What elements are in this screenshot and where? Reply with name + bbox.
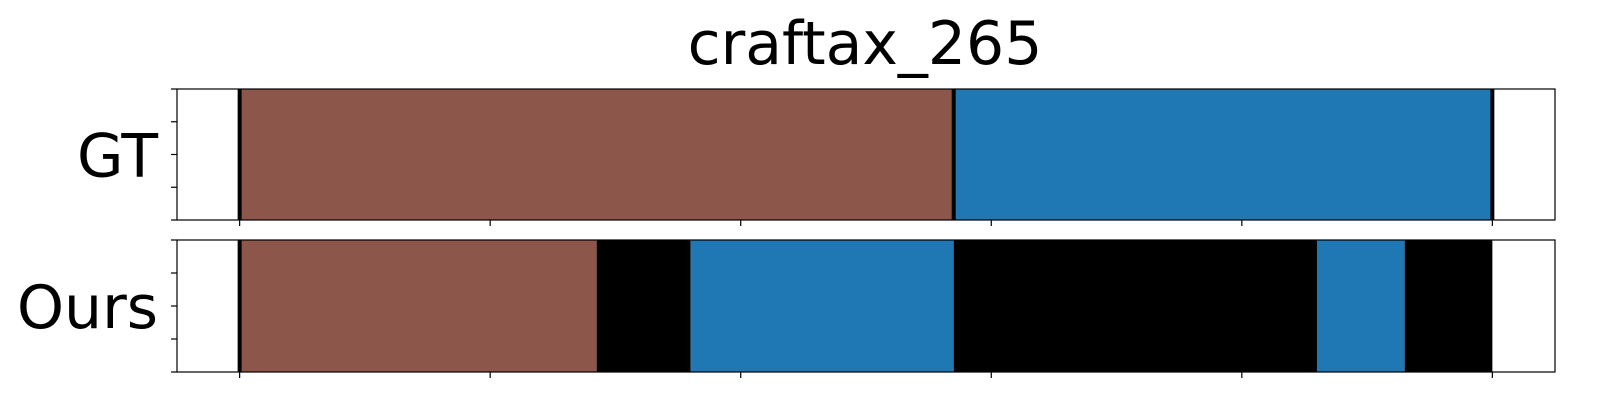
segment-gt-0 bbox=[239, 89, 954, 220]
row-label-ours: Ours bbox=[17, 273, 158, 343]
segment-ours-5 bbox=[1404, 240, 1493, 372]
row-label-gt: GT bbox=[77, 122, 158, 192]
segment-ours-0 bbox=[239, 240, 597, 372]
segment-ours-4 bbox=[1316, 240, 1405, 372]
chart-title: craftax_265 bbox=[688, 9, 1043, 79]
segment-ours-2 bbox=[690, 240, 954, 372]
segment-gt-1 bbox=[953, 89, 1493, 220]
segment-ours-3 bbox=[953, 240, 1317, 372]
segment-ours-1 bbox=[596, 240, 691, 372]
